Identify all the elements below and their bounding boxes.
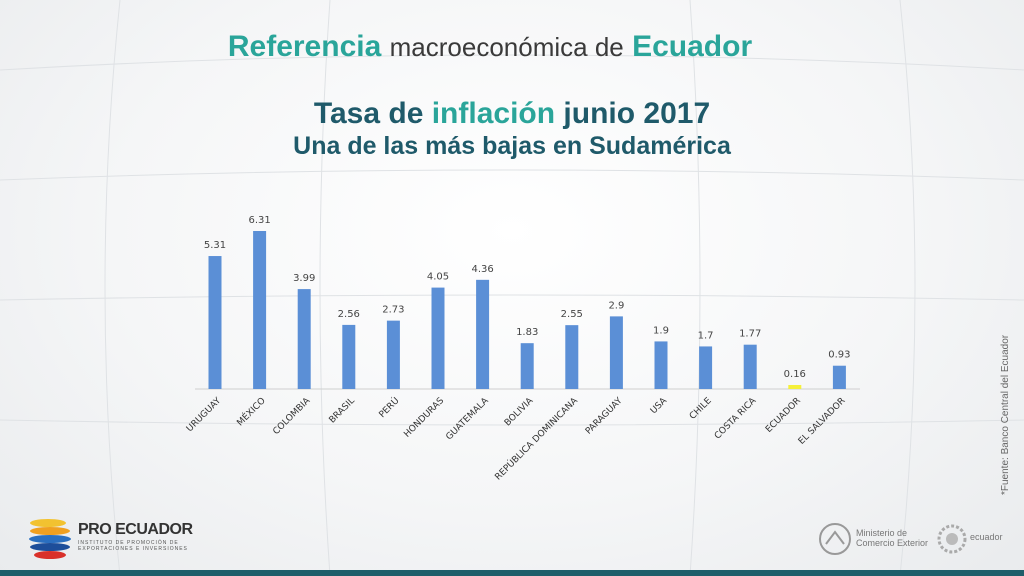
header-title: Referencia macroeconómica de Ecuador (0, 30, 980, 64)
bar-paraguay (609, 316, 623, 389)
value-label: 1.7 (698, 330, 714, 341)
category-label: URUGUAY (185, 396, 224, 435)
value-label: 6.31 (248, 215, 270, 226)
bar-méxico (253, 231, 267, 389)
bar-perú (386, 320, 400, 389)
bar-república-dominicana (565, 325, 579, 389)
category-label: MÉXICO (234, 395, 268, 429)
header-word-ecuador: Ecuador (632, 30, 753, 63)
bar-usa (654, 341, 668, 389)
ministry-emblem-icon (819, 523, 851, 555)
category-label: HONDURAS (402, 396, 446, 440)
value-label: 3.99 (293, 273, 315, 284)
title-part-2: inflación (431, 97, 556, 130)
value-label: 0.93 (828, 350, 850, 361)
ecuador-brand-name: ecuador (970, 532, 1003, 542)
pro-ecuador-tagline: INSTITUTO DE PROMOCIÓN DE EXPORTACIONES … (78, 540, 188, 552)
category-label: BOLIVIA (503, 395, 536, 428)
pro-ecuador-logo: PRO ECUADOR INSTITUTO DE PROMOCIÓN DE EX… (26, 515, 196, 563)
value-label: 2.55 (561, 309, 583, 320)
category-label: ECUADOR (764, 396, 803, 435)
bar-guatemala (476, 279, 490, 389)
value-label: 0.16 (784, 369, 806, 380)
value-label: 1.77 (739, 329, 761, 340)
pro-ecuador-name: PRO ECUADOR (78, 521, 193, 538)
ministry-name: Ministerio de Comercio Exterior (856, 528, 928, 548)
ministry-line-2: Comercio Exterior (856, 538, 929, 548)
category-label: COSTA RICA (713, 395, 759, 441)
header-word-referencia: Referencia (227, 30, 382, 63)
bar-colombia (297, 289, 311, 389)
value-label: 4.36 (471, 264, 493, 275)
value-label: 1.83 (516, 327, 538, 338)
chart-subtitle: Una de las más bajas en Sudamérica (293, 132, 731, 160)
category-label: GUATEMALA (444, 395, 491, 442)
bar-bolivia (520, 343, 534, 389)
bar-ecuador (788, 384, 802, 389)
inflation-bar-chart: 5.31 URUGUAY 6.31 MÉXICO 3.99 COLOMBIA 2.56 BRA… (185, 215, 860, 482)
bar-chile (699, 346, 713, 389)
category-label: PARAGUAY (584, 396, 625, 437)
chart-title: Tasa de inflación junio 2017 (0, 97, 1024, 131)
bar-costa-rica (743, 344, 757, 389)
value-label: 2.9 (608, 300, 624, 311)
footer-bar (0, 570, 1024, 576)
category-label: BRASIL (327, 396, 356, 425)
bar-brasil (342, 324, 356, 389)
source-note: *Fuente: Banco Central del Ecuador (1000, 334, 1011, 495)
category-label: USA (649, 395, 670, 416)
category-label: EL SALVADOR (797, 396, 848, 447)
bar-honduras (431, 287, 445, 389)
title-part-3: junio 2017 (563, 97, 711, 130)
title-part-1: Tasa de (313, 97, 424, 130)
value-label: 1.9 (653, 325, 669, 336)
category-label: COLOMBIA (271, 395, 313, 437)
header-word-macro: macroeconómica de (389, 32, 624, 62)
ministry-logos: Ministerio de Comercio Exterior ecuador (818, 518, 1018, 562)
value-label: 4.05 (427, 272, 449, 283)
bar-el-salvador (832, 365, 846, 389)
category-label: REPÚBLICA DOMINICANA (492, 394, 580, 482)
value-label: 2.56 (338, 309, 360, 320)
category-label: CHILE (688, 396, 714, 422)
ecuador-brand-icon (937, 524, 967, 554)
value-label: 5.31 (204, 240, 226, 251)
ministry-line-1: Ministerio de (856, 528, 908, 538)
pro-ecuador-emblem-icon (29, 519, 71, 559)
value-label: 2.73 (382, 305, 404, 316)
category-label: PERÚ (376, 395, 401, 420)
bar-uruguay (208, 256, 222, 389)
